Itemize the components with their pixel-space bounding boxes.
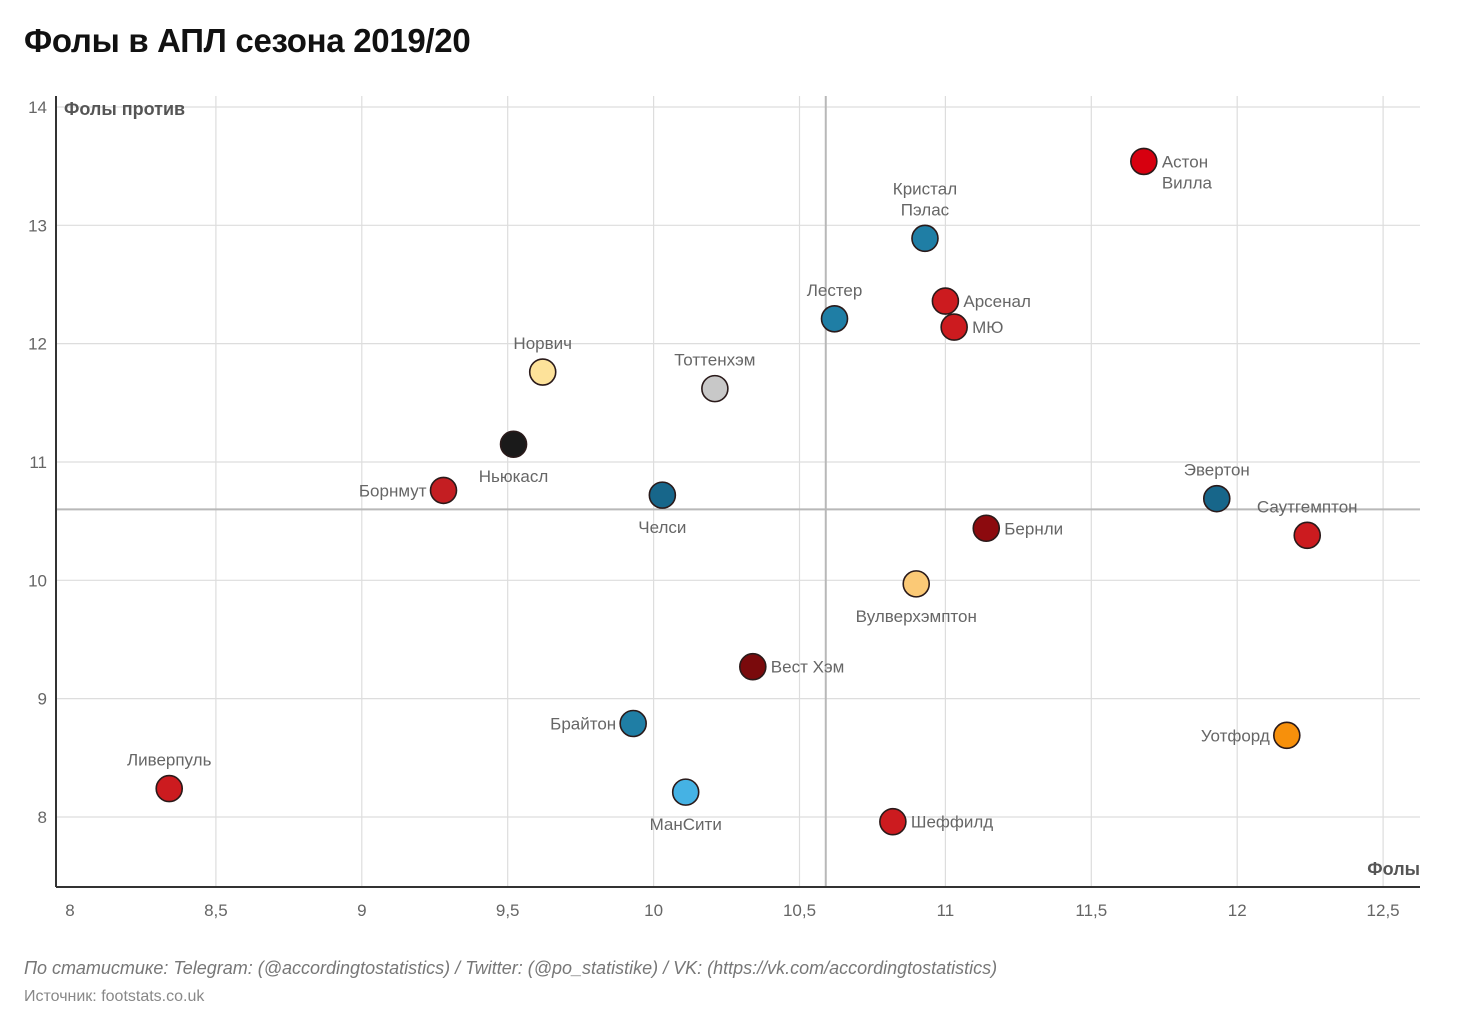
data-point (1293, 521, 1322, 550)
data-point-group: Лестер (807, 281, 863, 333)
data-point (1202, 484, 1231, 513)
data-point (1273, 721, 1301, 750)
data-point (671, 778, 700, 806)
x-tick-label: 10 (644, 901, 663, 920)
data-point-group: Бернли (972, 514, 1063, 543)
data-point-group: Вест Хэм (739, 652, 845, 681)
data-label: Астон (1162, 152, 1208, 171)
y-axis-label: Фолы против (64, 99, 185, 119)
data-points: Астон Вилла Кристал Пэлас Лестер Арсенал МЮ Нор… (127, 147, 1358, 836)
data-point (1130, 147, 1158, 176)
data-point (940, 313, 968, 341)
x-tick-label: 8 (65, 901, 74, 920)
data-point-group: Ливерпуль (127, 751, 212, 803)
data-point (879, 807, 907, 836)
y-tick-label: 9 (38, 690, 47, 709)
data-label: Эвертон (1184, 461, 1250, 480)
data-point (155, 774, 184, 803)
data-label: Вилла (1162, 173, 1213, 192)
chart-title: Фолы в АПЛ сезона 2019/20 (24, 22, 471, 59)
data-point (648, 481, 677, 509)
data-label: Пэлас (901, 200, 950, 219)
data-label: Челси (638, 518, 686, 537)
data-point (739, 652, 767, 681)
credits-note: По статистике: Telegram: (@accordingtost… (24, 958, 998, 978)
grid-lines (56, 96, 1420, 887)
x-axis-label: Фолы (1367, 859, 1420, 879)
data-label: Борнмут (359, 481, 427, 500)
data-label: Вест Хэм (771, 658, 845, 677)
data-label: Арсенал (963, 292, 1031, 311)
data-point-group: Уотфорд (1201, 721, 1301, 750)
data-label: Саутгемптон (1257, 497, 1358, 516)
data-point-group: Кристал Пэлас (893, 179, 957, 253)
data-point (972, 514, 1001, 543)
data-point (902, 570, 931, 598)
data-label: Тоттенхэм (674, 351, 755, 370)
x-tick-label: 11,5 (1075, 901, 1107, 920)
x-tick-label: 11 (937, 901, 955, 920)
data-point-group: Норвич (513, 334, 572, 386)
data-point-group: Брайтон (550, 709, 647, 738)
data-label: Вулверхэмптон (856, 607, 977, 626)
data-point-group: Вулверхэмптон (856, 570, 977, 626)
y-tick-label: 11 (29, 453, 47, 472)
y-tick-label: 12 (28, 335, 47, 354)
y-tick-label: 8 (38, 808, 47, 827)
y-tick-label: 10 (28, 571, 47, 590)
data-point-group: Арсенал (931, 287, 1031, 315)
x-tick-label: 9 (357, 901, 366, 920)
data-point-group: МЮ (940, 313, 1003, 341)
data-label: Брайтон (550, 714, 616, 733)
data-label: Норвич (513, 334, 572, 353)
data-point (619, 709, 647, 738)
data-label: Кристал (893, 179, 957, 198)
tick-labels: 8 8,5 9 9,5 10 10,5 11 11,5 12 12,5 8 9 10 11 12 13 14 (28, 98, 1400, 920)
data-point-group: Челси (638, 481, 686, 537)
data-point-group: Эвертон (1184, 461, 1250, 513)
source-note: Источник: footstats.co.uk (24, 988, 205, 1005)
data-label: МЮ (972, 318, 1003, 337)
data-point (931, 287, 960, 315)
data-point-group: Шеффилд (879, 807, 993, 836)
data-point-group: МанСити (650, 778, 722, 834)
data-point-group: Борнмут (359, 476, 458, 505)
data-label: Уотфорд (1201, 726, 1270, 745)
y-tick-label: 14 (28, 98, 47, 117)
data-label: Ньюкасл (479, 467, 549, 486)
x-tick-label: 8,5 (204, 901, 228, 920)
x-tick-label: 12,5 (1367, 901, 1400, 920)
data-point (429, 476, 458, 505)
x-tick-label: 12 (1228, 901, 1247, 920)
data-point (528, 358, 557, 386)
data-label: Шеффилд (911, 813, 993, 832)
data-label: Лестер (807, 281, 863, 300)
data-point-group: Ньюкасл (479, 430, 549, 486)
data-point-group: Тоттенхэм (674, 351, 755, 403)
data-label: МанСити (650, 815, 722, 834)
reference-lines (56, 96, 1420, 887)
data-point (820, 305, 849, 333)
data-point (911, 224, 939, 253)
data-label: Ливерпуль (127, 751, 212, 770)
axis-labels: Фолы против Фолы (64, 99, 1420, 879)
data-point-group: Саутгемптон (1257, 497, 1358, 550)
data-point (499, 430, 528, 459)
axes (55, 96, 1420, 888)
y-tick-label: 13 (28, 216, 47, 235)
data-label: Бернли (1004, 519, 1063, 538)
x-tick-label: 9,5 (496, 901, 520, 920)
data-point (701, 374, 729, 403)
x-tick-label: 10,5 (783, 901, 816, 920)
data-point-group: Астон Вилла (1130, 147, 1213, 192)
